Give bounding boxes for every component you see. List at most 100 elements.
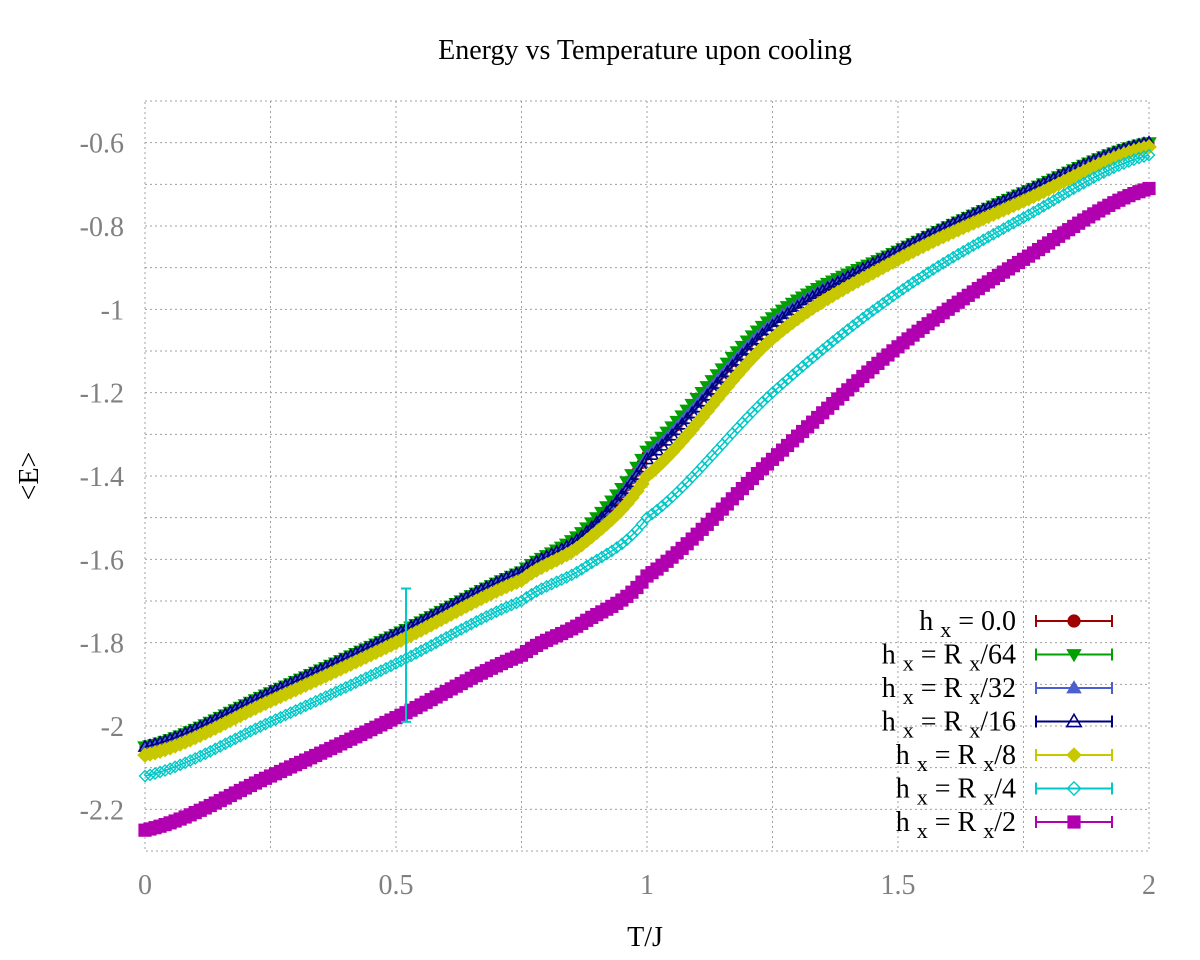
legend-label: h x = R x/8 <box>896 740 1016 776</box>
series-point <box>484 607 498 621</box>
series-point <box>550 575 564 589</box>
series-point <box>674 433 690 449</box>
series-point <box>253 719 267 733</box>
series-point <box>324 687 338 701</box>
series-point <box>966 239 980 253</box>
series-point <box>1022 208 1036 222</box>
series-point <box>269 713 283 727</box>
series-point <box>981 230 995 244</box>
series-point <box>1087 171 1101 185</box>
series-point <box>829 284 846 301</box>
series-point <box>1006 216 1020 230</box>
x-tick-label: 0 <box>138 870 152 901</box>
legend-item-0: h x = 0.0 <box>919 606 1113 642</box>
series-point <box>188 751 202 765</box>
y-tick-label: -1.4 <box>80 462 124 493</box>
series-point <box>1072 179 1086 193</box>
legend-label: h x = R x/16 <box>882 707 1016 743</box>
series-point <box>669 438 685 455</box>
series-point <box>1092 168 1106 182</box>
series-point <box>986 227 1000 241</box>
series-point <box>826 335 840 349</box>
series-point <box>1067 182 1081 196</box>
error-bar-layer <box>401 587 412 723</box>
series-point <box>775 310 790 323</box>
series-point <box>609 493 625 507</box>
series-point <box>660 495 674 509</box>
series-point <box>655 499 669 513</box>
series-point <box>540 579 554 593</box>
series-point <box>851 315 865 329</box>
series-point <box>409 646 423 660</box>
y-tick-label: -1.8 <box>80 629 124 660</box>
series-point <box>699 388 715 401</box>
series-point <box>734 361 751 377</box>
series-point <box>444 628 458 642</box>
series-point <box>1137 150 1151 163</box>
series-point <box>414 644 428 658</box>
series-point <box>605 544 619 558</box>
series-point <box>836 327 850 341</box>
series-point <box>580 559 594 573</box>
chart-title: Energy vs Temperature upon cooling <box>438 35 852 66</box>
series-point <box>610 541 624 555</box>
series-point <box>454 622 468 636</box>
legend-item-4: h x = R x/8 <box>896 740 1113 776</box>
series-point <box>504 598 518 612</box>
series-point <box>846 319 860 333</box>
legend-item-5: h x = R x/4 <box>896 774 1113 810</box>
y-tick-labels: -0.6 -0.8 -1 -1.2 -1.4 -1.6 -1.8 -2 -2.2 <box>80 129 124 827</box>
y-tick-label: -1 <box>101 295 124 326</box>
series-point <box>364 669 378 682</box>
series-point <box>770 314 785 327</box>
legend-marker <box>1066 649 1082 663</box>
series-point <box>1047 193 1061 207</box>
series-point <box>560 570 574 584</box>
series-point <box>764 330 781 347</box>
series-point <box>474 612 488 626</box>
series-point <box>664 444 680 460</box>
series-point <box>789 310 806 327</box>
series-point <box>1132 151 1146 165</box>
series-point <box>901 279 915 293</box>
series-point <box>926 263 940 276</box>
series-point <box>911 272 925 286</box>
series-point <box>891 286 905 300</box>
series-point <box>138 769 152 783</box>
series-point <box>264 715 277 729</box>
plot-frame <box>144 100 1150 852</box>
series-point <box>384 659 398 673</box>
series-point <box>946 250 960 264</box>
series-point <box>1042 196 1056 210</box>
series-4 <box>137 139 1157 763</box>
series-point <box>729 366 746 383</box>
series-point <box>545 577 559 591</box>
series-point <box>294 701 308 715</box>
series-point <box>951 247 965 261</box>
series-point <box>565 568 579 582</box>
series-point <box>615 537 629 551</box>
y-tick-label: -1.2 <box>80 379 124 410</box>
series-point <box>1142 181 1156 196</box>
series-point <box>590 553 604 567</box>
series-point <box>831 331 845 345</box>
series-point <box>459 620 473 634</box>
y-tick-label: -2 <box>101 712 124 743</box>
x-tick-label: 2 <box>1142 870 1156 901</box>
y-tick-label: -0.8 <box>80 212 124 243</box>
series-point <box>429 636 443 650</box>
series-point <box>765 318 780 332</box>
series-point <box>479 610 493 623</box>
legend-marker <box>1066 747 1082 763</box>
series-point <box>178 756 192 770</box>
series-point <box>1107 161 1121 175</box>
series-point <box>699 403 716 419</box>
series-point <box>198 747 212 761</box>
series-point <box>208 742 222 756</box>
series-point <box>1141 139 1157 155</box>
series-point <box>153 765 167 779</box>
series-point <box>1117 156 1131 170</box>
series-point <box>1057 188 1071 202</box>
series-point <box>776 377 790 391</box>
series-point <box>535 582 549 596</box>
